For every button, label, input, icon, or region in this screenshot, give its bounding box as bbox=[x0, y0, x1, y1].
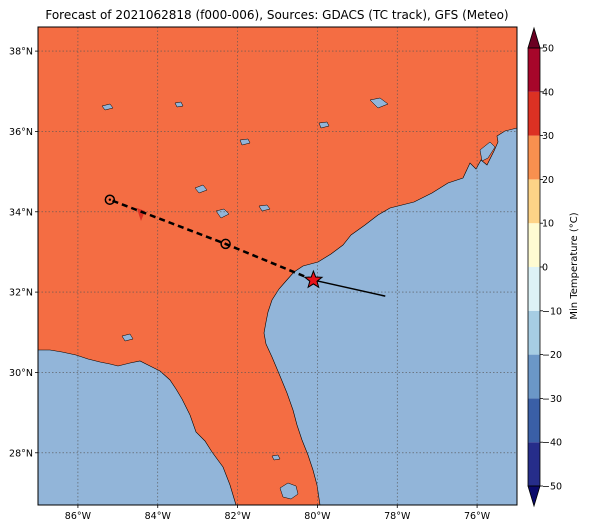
past-track-line bbox=[313, 279, 386, 297]
colorbar-tick-label: −40 bbox=[542, 438, 562, 449]
colorbar-segment bbox=[528, 442, 540, 486]
colorbar-segment bbox=[528, 179, 540, 224]
forecast-position-marker bbox=[220, 238, 231, 250]
lat-tick-label: 30°N bbox=[9, 368, 33, 379]
lon-tick-label: 82°W bbox=[224, 511, 251, 522]
lon-tick-label: 84°W bbox=[145, 511, 172, 522]
current-position-star-icon bbox=[303, 269, 324, 289]
colorbar-tick-label: 0 bbox=[542, 263, 548, 274]
storm-track bbox=[104, 194, 386, 297]
colorbar: 50 40 30 20 10 0 −10 −20 −30 −40 −50 bbox=[527, 26, 562, 508]
colorbar-segment bbox=[528, 354, 540, 399]
lon-tick-label: 80°W bbox=[304, 511, 331, 522]
lon-tick-label: 76°W bbox=[464, 511, 491, 522]
colorbar-segment bbox=[528, 267, 540, 311]
colorbar-segment bbox=[528, 223, 540, 267]
forecast-position-dot bbox=[224, 242, 227, 246]
colorbar-label: Min Temperature (°C) bbox=[569, 212, 580, 319]
colorbar-over-arrow bbox=[527, 26, 541, 49]
gridlines bbox=[38, 27, 517, 505]
longitude-ticks: 86°W 84°W 82°W 80°W 78°W 76°W bbox=[65, 505, 491, 522]
colorbar-segment bbox=[528, 48, 540, 92]
map-border bbox=[37, 26, 518, 506]
map-title: Forecast of 2021062818 (f000-006), Sourc… bbox=[45, 8, 508, 22]
lat-tick-label: 38°N bbox=[9, 47, 33, 58]
forecast-position-dot bbox=[108, 198, 112, 201]
colorbar-segment bbox=[528, 91, 540, 136]
inland-lakes bbox=[101, 97, 389, 461]
latitude-ticks: 28°N 30°N 32°N 34°N 36°N 38°N bbox=[9, 47, 38, 459]
lat-tick-label: 36°N bbox=[9, 127, 33, 138]
colorbar-tick-label: 50 bbox=[542, 44, 554, 55]
colorbar-tick-label: 40 bbox=[542, 87, 554, 98]
colorbar-tick-label: −50 bbox=[542, 482, 562, 493]
colorbar-tick-label: −30 bbox=[542, 394, 562, 405]
lat-tick-label: 32°N bbox=[9, 288, 33, 299]
lon-tick-label: 78°W bbox=[384, 511, 411, 522]
colorbar-under-arrow bbox=[527, 485, 541, 508]
colorbar-tick-label: −20 bbox=[542, 350, 562, 361]
colorbar-tick-label: 10 bbox=[542, 219, 554, 230]
colorbar-segment bbox=[528, 135, 540, 180]
colorbar-segment bbox=[528, 398, 540, 443]
colorbar-tick-label: 30 bbox=[542, 131, 554, 142]
lat-tick-label: 28°N bbox=[9, 448, 33, 459]
lat-tick-label: 34°N bbox=[9, 207, 33, 218]
pamlico-sound bbox=[479, 141, 496, 162]
colorbar-tick-label: −10 bbox=[542, 306, 562, 317]
colorbar-segment bbox=[528, 310, 540, 355]
colorbar-tick-label: 20 bbox=[542, 175, 554, 186]
lake-okeechobee bbox=[279, 482, 299, 500]
map-area bbox=[37, 26, 518, 506]
lon-tick-label: 86°W bbox=[65, 511, 92, 522]
forecast-position-marker bbox=[104, 194, 116, 205]
